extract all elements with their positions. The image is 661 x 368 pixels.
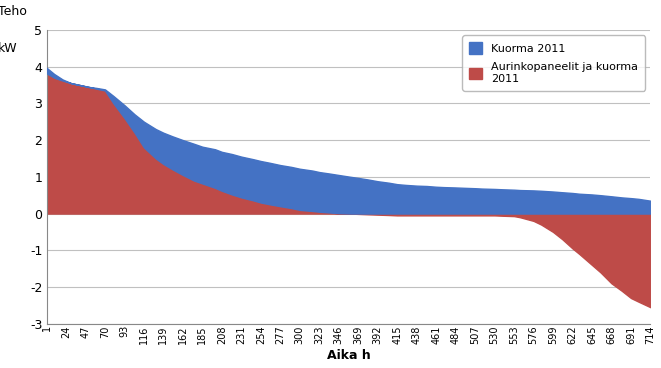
Legend: Kuorma 2011, Aurinkopaneelit ja kuorma
2011: Kuorma 2011, Aurinkopaneelit ja kuorma 2… [462, 35, 645, 91]
Text: Teho: Teho [0, 5, 27, 18]
Text: kW: kW [0, 42, 18, 54]
X-axis label: Aika h: Aika h [327, 350, 370, 362]
